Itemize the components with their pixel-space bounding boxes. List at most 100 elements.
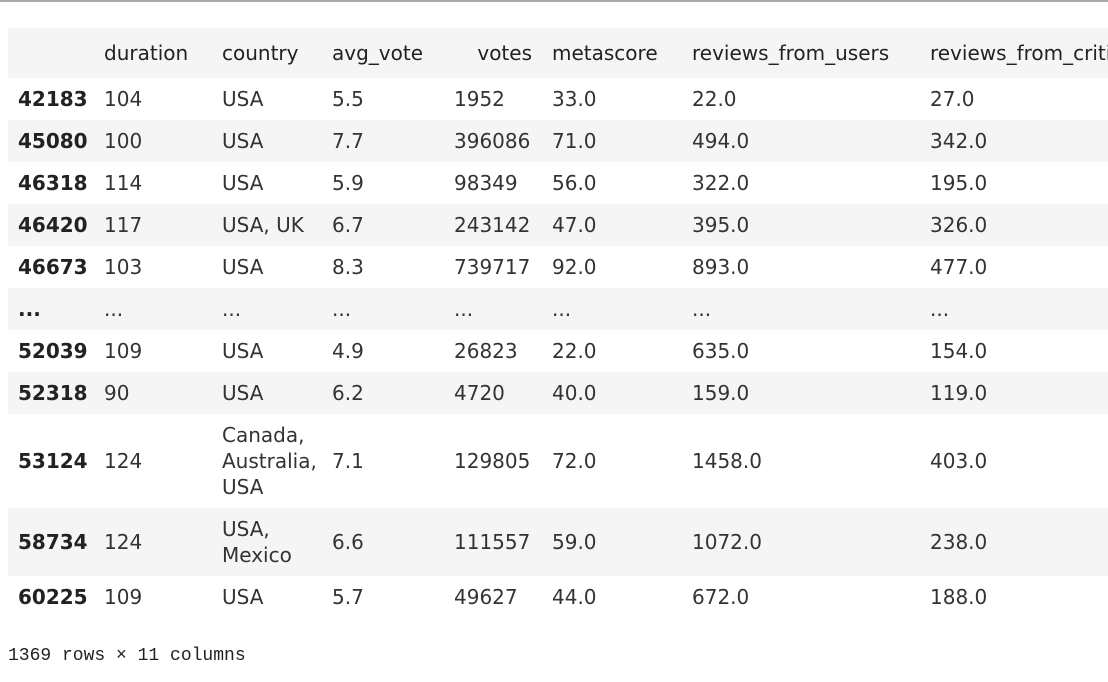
table-row: 45080 100 USA 7.7 396086 71.0 494.0 342.…: [8, 120, 1108, 162]
cell-reviews-from-users: 494.0: [692, 129, 750, 153]
cell-avg-vote: 6.7: [332, 213, 364, 237]
cell-reviews-from-users: 322.0: [692, 171, 750, 195]
cell-reviews-from-users: 893.0: [692, 255, 750, 279]
cell-reviews-from-critics: 154.0: [930, 339, 988, 363]
dataframe-output[interactable]: duration country avg_vote votes metascor…: [8, 28, 1108, 618]
row-index: 42183: [18, 87, 88, 111]
row-index: 46420: [18, 213, 88, 237]
cell-metascore: 33.0: [552, 87, 597, 111]
cell-duration: 103: [104, 255, 143, 279]
row-index: ...: [18, 297, 41, 321]
cell-duration: 124: [104, 530, 143, 554]
column-header-duration: duration: [104, 41, 189, 65]
column-header-country: country: [222, 41, 299, 65]
cell-reviews-from-critics: 326.0: [930, 213, 988, 237]
cell-duration: 109: [104, 339, 143, 363]
column-header-index: [8, 28, 94, 78]
row-index: 53124: [18, 449, 88, 473]
cell-country: USA: [222, 339, 264, 363]
cell-duration: 114: [104, 171, 143, 195]
row-index: 45080: [18, 129, 88, 153]
cell-metascore: 22.0: [552, 339, 597, 363]
table-row: 46673 103 USA 8.3 739717 92.0 893.0 477.…: [8, 246, 1108, 288]
cell-votes: 98349: [454, 171, 518, 195]
cell-reviews-from-critics: ...: [930, 297, 950, 321]
table-row: 53124 124 Canada, Australia, USA 7.1 129…: [8, 414, 1108, 508]
table-row: 46420 117 USA, UK 6.7 243142 47.0 395.0 …: [8, 204, 1108, 246]
table-row: 52318 90 USA 6.2 4720 40.0 159.0 119.0: [8, 372, 1108, 414]
cell-reviews-from-critics: 27.0: [930, 87, 975, 111]
cell-votes: 4720: [454, 381, 505, 405]
cell-duration: 109: [104, 585, 143, 609]
cell-reviews-from-users: 635.0: [692, 339, 750, 363]
cell-metascore: 92.0: [552, 255, 597, 279]
cell-country: USA, Mexico: [222, 517, 292, 567]
table-row: 52039 109 USA 4.9 26823 22.0 635.0 154.0: [8, 330, 1108, 372]
table-header: duration country avg_vote votes metascor…: [8, 28, 1108, 78]
cell-metascore: 44.0: [552, 585, 597, 609]
cell-reviews-from-critics: 188.0: [930, 585, 988, 609]
cell-reviews-from-critics: 238.0: [930, 530, 988, 554]
cell-votes: 243142: [454, 213, 531, 237]
row-index: 58734: [18, 530, 88, 554]
cell-duration: 124: [104, 449, 143, 473]
cell-reviews-from-users: 1458.0: [692, 449, 762, 473]
cell-duration: 117: [104, 213, 143, 237]
row-index: 52039: [18, 339, 88, 363]
cell-avg-vote: 5.9: [332, 171, 364, 195]
cell-country: USA: [222, 87, 264, 111]
ellipsis-row: ... ... ... ... ... ... ... ...: [8, 288, 1108, 330]
cell-avg-vote: 7.1: [332, 449, 364, 473]
cell-votes: 26823: [454, 339, 518, 363]
cell-votes: 49627: [454, 585, 518, 609]
row-index: 60225: [18, 585, 88, 609]
cell-reviews-from-critics: 195.0: [930, 171, 988, 195]
cell-duration: 90: [104, 381, 130, 405]
cell-country: USA: [222, 129, 264, 153]
cell-votes: 396086: [454, 129, 531, 153]
header-row: duration country avg_vote votes metascor…: [8, 28, 1108, 78]
cell-metascore: 47.0: [552, 213, 597, 237]
cell-country: ...: [222, 297, 242, 321]
dataframe-table: duration country avg_vote votes metascor…: [8, 28, 1108, 618]
cell-avg-vote: 5.7: [332, 585, 364, 609]
cell-metascore: 56.0: [552, 171, 597, 195]
cell-avg-vote: 6.2: [332, 381, 364, 405]
cell-top-divider: [0, 0, 1108, 2]
cell-votes: 1952: [454, 87, 505, 111]
column-header-reviews-from-critics: reviews_from_critics: [930, 41, 1108, 65]
table-row: 60225 109 USA 5.7 49627 44.0 672.0 188.0: [8, 576, 1108, 618]
column-header-reviews-from-users: reviews_from_users: [692, 41, 890, 65]
cell-duration: ...: [104, 297, 124, 321]
cell-votes: ...: [454, 297, 474, 321]
cell-reviews-from-users: 395.0: [692, 213, 750, 237]
cell-country: USA: [222, 171, 264, 195]
cell-metascore: 71.0: [552, 129, 597, 153]
column-header-votes: votes: [477, 41, 532, 65]
cell-country: USA: [222, 255, 264, 279]
column-header-avg-vote: avg_vote: [332, 41, 424, 65]
table-row: 42183 104 USA 5.5 1952 33.0 22.0 27.0: [8, 78, 1108, 120]
table-body: 42183 104 USA 5.5 1952 33.0 22.0 27.0 45…: [8, 78, 1108, 618]
row-index: 52318: [18, 381, 88, 405]
cell-reviews-from-users: 159.0: [692, 381, 750, 405]
cell-country: USA, UK: [222, 213, 304, 237]
cell-votes: 111557: [454, 530, 531, 554]
cell-country: USA: [222, 585, 264, 609]
cell-avg-vote: 4.9: [332, 339, 364, 363]
table-row: 58734 124 USA, Mexico 6.6 111557 59.0 10…: [8, 508, 1108, 576]
cell-reviews-from-critics: 403.0: [930, 449, 988, 473]
cell-avg-vote: 8.3: [332, 255, 364, 279]
cell-reviews-from-critics: 119.0: [930, 381, 988, 405]
cell-avg-vote: ...: [332, 297, 352, 321]
cell-reviews-from-critics: 342.0: [930, 129, 988, 153]
dataframe-shape-text: 1369 rows × 11 columns: [8, 646, 246, 666]
cell-reviews-from-users: 22.0: [692, 87, 737, 111]
cell-metascore: 40.0: [552, 381, 597, 405]
cell-metascore: 59.0: [552, 530, 597, 554]
cell-metascore: 72.0: [552, 449, 597, 473]
row-index: 46673: [18, 255, 88, 279]
column-header-metascore: metascore: [552, 41, 658, 65]
cell-avg-vote: 6.6: [332, 530, 364, 554]
cell-reviews-from-users: 1072.0: [692, 530, 762, 554]
